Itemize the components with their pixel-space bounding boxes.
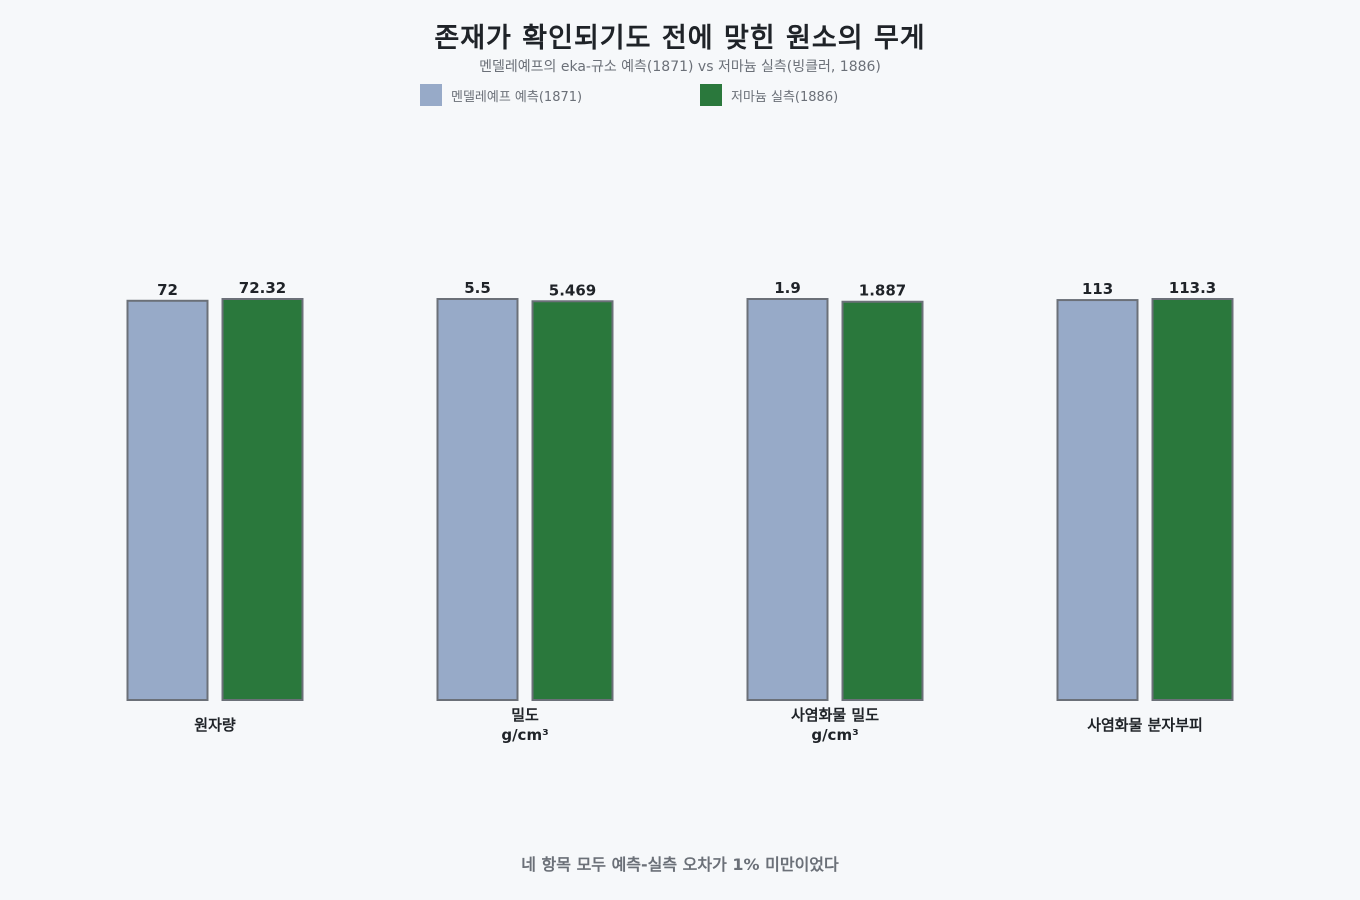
legend-label-measured: 저마늄 실측(1886) bbox=[731, 89, 839, 105]
category-label-1-line-0: 밀도 bbox=[511, 706, 539, 724]
data-label-measured-2: 1.887 bbox=[859, 282, 906, 300]
category-label-0-line-0: 원자량 bbox=[194, 716, 236, 734]
data-label-measured-1: 5.469 bbox=[549, 281, 596, 299]
data-label-predicted-1: 5.5 bbox=[464, 279, 491, 297]
bar-measured-3 bbox=[1151, 298, 1234, 701]
chart-subtitle: 멘델레예프의 eka-규소 예측(1871) vs 저마늄 실측(빙클러, 18… bbox=[479, 59, 881, 75]
bar-measured-0 bbox=[221, 298, 304, 701]
category-label-3-line-0: 사염화물 분자부피 bbox=[1087, 716, 1203, 734]
bar-predicted-2 bbox=[746, 298, 829, 701]
data-label-predicted-2: 1.9 bbox=[774, 279, 801, 297]
legend-label-predicted: 멘델레예프 예측(1871) bbox=[451, 89, 583, 105]
legend-item-predicted: 멘델레예프 예측(1871) bbox=[420, 84, 582, 106]
data-label-predicted-0: 72 bbox=[157, 281, 178, 299]
category-label-2-line-0: 사염화물 밀도 bbox=[791, 706, 879, 724]
bar-predicted-1 bbox=[436, 298, 519, 701]
legend-item-measured: 저마늄 실측(1886) bbox=[700, 84, 838, 106]
category-label-2-line-1: g/cm³ bbox=[811, 726, 858, 744]
legend-swatch-measured bbox=[700, 84, 722, 106]
bar-measured-2 bbox=[841, 300, 924, 701]
bar-predicted-3 bbox=[1056, 299, 1139, 701]
chart-title: 존재가 확인되기도 전에 맞힌 원소의 무게 bbox=[434, 23, 926, 54]
bar-measured-1 bbox=[531, 300, 614, 701]
category-label-1-line-1: g/cm³ bbox=[501, 726, 548, 744]
data-label-measured-3: 113.3 bbox=[1169, 279, 1216, 297]
legend-swatch-predicted bbox=[420, 84, 442, 106]
bar-predicted-0 bbox=[126, 299, 209, 701]
footnote: 네 항목 모두 예측-실측 오차가 1% 미만이었다 bbox=[521, 855, 839, 874]
data-label-measured-0: 72.32 bbox=[239, 279, 286, 297]
data-label-predicted-3: 113 bbox=[1082, 280, 1113, 298]
